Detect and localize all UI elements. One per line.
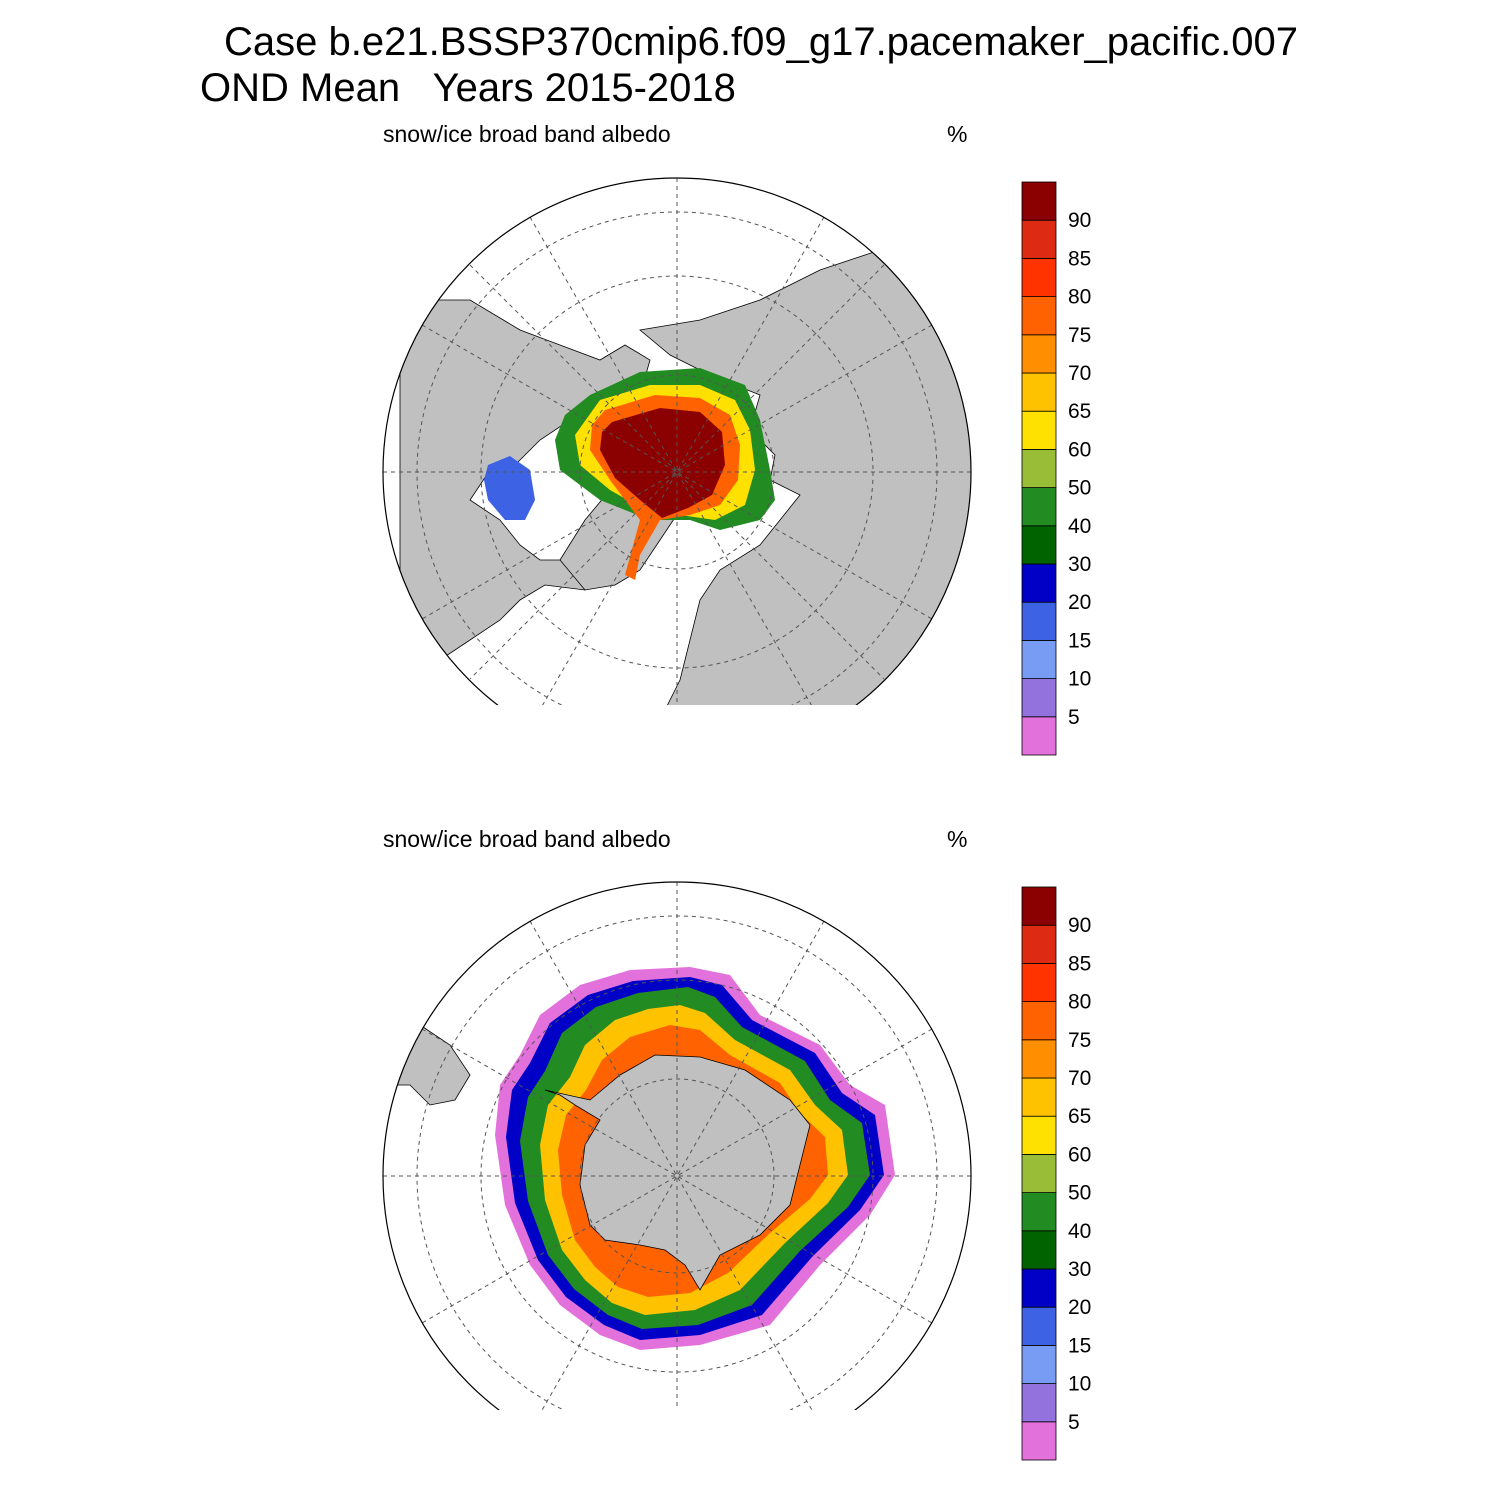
colorbar-swatch xyxy=(1021,678,1057,718)
colorbar-tick-label: 40 xyxy=(1068,1220,1091,1243)
colorbar-swatch xyxy=(1021,886,1057,926)
colorbar-swatch xyxy=(1021,716,1057,756)
colorbar-tick-label: 15 xyxy=(1068,629,1091,652)
colorbar-tick-label: 75 xyxy=(1068,324,1091,347)
colorbar-swatch xyxy=(1021,334,1057,374)
colorbar-swatch xyxy=(1021,1344,1057,1384)
colorbar-tick-label: 5 xyxy=(1068,1411,1080,1434)
south-colorbar-swatches xyxy=(1021,886,1057,1461)
colorbar-tick-label: 15 xyxy=(1068,1334,1091,1357)
north-map-border xyxy=(382,177,972,705)
colorbar-tick-label: 50 xyxy=(1068,1182,1091,1205)
colorbar-swatch xyxy=(1021,258,1057,298)
colorbar-swatch xyxy=(1021,219,1057,259)
colorbar-tick-label: 60 xyxy=(1068,1143,1091,1166)
south-map-border xyxy=(382,881,972,1410)
colorbar-tick-label: 70 xyxy=(1068,362,1091,385)
colorbar-tick-label: 10 xyxy=(1068,1373,1091,1396)
colorbar-swatch xyxy=(1021,1421,1057,1461)
title-line-1: Case b.e21.BSSP370cmip6.f09_g17.pacemake… xyxy=(224,20,1299,64)
south-graticule xyxy=(383,882,971,1410)
colorbar-swatch xyxy=(1021,1230,1057,1270)
colorbar-tick-label: 80 xyxy=(1068,991,1091,1014)
colorbar-tick-label: 40 xyxy=(1068,515,1091,538)
colorbar-tick-label: 70 xyxy=(1068,1067,1091,1090)
colorbar-tick-label: 5 xyxy=(1068,706,1080,729)
title-line-2: OND Mean Years 2015-2018 xyxy=(200,66,736,110)
colorbar-tick-label: 30 xyxy=(1068,553,1091,576)
colorbar-tick-label: 65 xyxy=(1068,1105,1091,1128)
north-graticule xyxy=(383,178,971,705)
colorbar-tick-label: 20 xyxy=(1068,1296,1091,1319)
south-polar-panel: snow/ice broad band albedo % xyxy=(0,705,1500,1461)
colorbar-tick-label: 85 xyxy=(1068,247,1091,270)
colorbar-tick-label: 90 xyxy=(1068,914,1091,937)
colorbar-tick-label: 85 xyxy=(1068,952,1091,975)
colorbar-swatch xyxy=(1021,1153,1057,1193)
colorbar-swatch xyxy=(1021,1077,1057,1117)
colorbar-tick-label: 75 xyxy=(1068,1029,1091,1052)
north-polar-map xyxy=(382,177,972,705)
colorbar-swatch xyxy=(1021,1268,1057,1308)
colorbar-tick-label: 65 xyxy=(1068,400,1091,423)
north-left-label: snow/ice broad band albedo xyxy=(383,121,671,147)
south-polar-map xyxy=(382,881,972,1410)
colorbar-swatch xyxy=(1021,1192,1057,1232)
colorbar-swatch xyxy=(1021,601,1057,641)
north-colorbar-swatches xyxy=(1021,181,1057,756)
colorbar-swatch xyxy=(1021,563,1057,603)
colorbar-swatch xyxy=(1021,639,1057,679)
colorbar-tick-label: 80 xyxy=(1068,286,1091,309)
north-polar-panel: snow/ice broad band albedo % xyxy=(0,0,1500,756)
south-colorbar-labels: 5 10 15 20 30 40 50 60 65 70 75 80 85 90 xyxy=(1068,914,1091,1434)
colorbar-swatch xyxy=(1021,487,1057,527)
north-colorbar-labels: 5 10 15 20 30 40 50 60 65 70 75 80 85 90 xyxy=(1068,209,1091,729)
colorbar-swatch xyxy=(1021,296,1057,336)
colorbar-tick-label: 30 xyxy=(1068,1258,1091,1281)
colorbar-tick-label: 60 xyxy=(1068,438,1091,461)
colorbar-swatch xyxy=(1021,372,1057,412)
colorbar-swatch xyxy=(1021,448,1057,488)
colorbar-swatch xyxy=(1021,1306,1057,1346)
colorbar-swatch xyxy=(1021,1383,1057,1423)
south-left-label: snow/ice broad band albedo xyxy=(383,826,671,852)
colorbar-swatch xyxy=(1021,181,1057,221)
colorbar-tick-label: 20 xyxy=(1068,591,1091,614)
north-ice-region xyxy=(600,408,725,518)
colorbar-tick-label: 90 xyxy=(1068,209,1091,232)
colorbar-swatch xyxy=(1021,410,1057,450)
colorbar-swatch xyxy=(1021,924,1057,964)
south-units-label: % xyxy=(947,826,968,852)
north-colorbar: 5 10 15 20 30 40 50 60 65 70 75 80 85 90 xyxy=(1021,181,1091,756)
north-units-label: % xyxy=(947,121,968,147)
colorbar-tick-label: 10 xyxy=(1068,668,1091,691)
colorbar-swatch xyxy=(1021,1115,1057,1155)
colorbar-tick-label: 50 xyxy=(1068,477,1091,500)
colorbar-swatch xyxy=(1021,1039,1057,1079)
colorbar-swatch xyxy=(1021,1001,1057,1041)
south-colorbar: 5 10 15 20 30 40 50 60 65 70 75 80 85 90 xyxy=(1021,886,1091,1461)
colorbar-swatch xyxy=(1021,963,1057,1003)
colorbar-swatch xyxy=(1021,525,1057,565)
